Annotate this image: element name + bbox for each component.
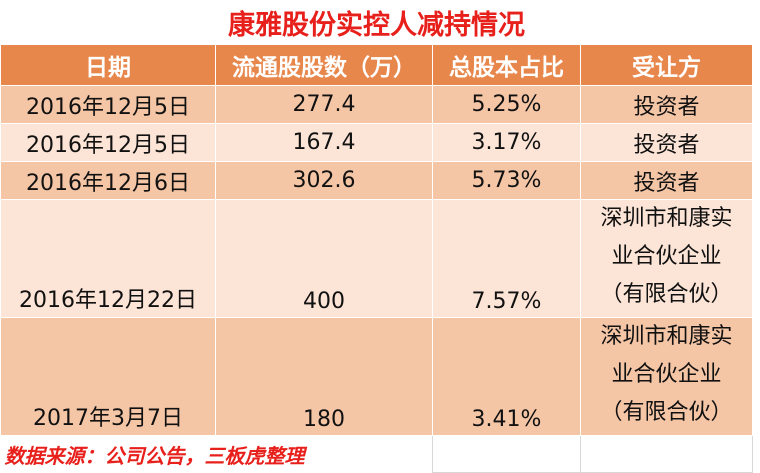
table-cell: 5.25%	[432, 85, 581, 124]
source-note: 数据来源：公司公告，三板虎整理	[4, 443, 305, 468]
table-cell: 3.17%	[432, 123, 581, 162]
data-row: 2016年12月5日 167.4 3.17% 投资者	[0, 123, 753, 162]
cell-text: 深圳市和康实业合伙企业（有限合伙）	[600, 324, 733, 425]
data-row: 2017年3月7日 180 3.41% 深圳市和康实业合伙企业（有限合伙）	[0, 317, 753, 436]
header-cell: 日期	[0, 44, 216, 86]
table-cell: 2016年12月6日	[0, 161, 216, 200]
table-cell: 3.41%	[432, 317, 581, 436]
table-title: 康雅股份实控人减持情况	[228, 9, 525, 41]
table-cell: 5.73%	[432, 161, 581, 200]
table-cell: 投资者	[580, 161, 753, 200]
header-cell: 总股本占比	[432, 44, 581, 86]
table-cell: 投资者	[580, 85, 753, 124]
footer-row: 数据来源：公司公告，三板虎整理	[1, 435, 753, 473]
table-cell: 167.4	[215, 123, 433, 162]
table-cell: 180	[215, 317, 433, 436]
empty-cell	[580, 435, 753, 473]
table-cell: 400	[215, 199, 433, 318]
table-cell: 2016年12月5日	[0, 85, 216, 124]
data-row: 2016年12月6日 302.6 5.73% 投资者	[0, 161, 753, 200]
header-row: 日期 流通股股数（万） 总股本占比 受让方	[0, 44, 753, 86]
table-cell: 深圳市和康实业合伙企业（有限合伙）	[580, 317, 753, 436]
data-row: 2016年12月5日 277.4 5.25% 投资者	[0, 85, 753, 124]
table-cell: 深圳市和康实业合伙企业（有限合伙）	[580, 199, 753, 318]
data-row: 2016年12月22日 400 7.57% 深圳市和康实业合伙企业（有限合伙）	[0, 199, 753, 318]
table-cell: 2017年3月7日	[0, 317, 216, 436]
title-row: 康雅股份实控人减持情况	[1, 0, 753, 45]
table-cell: 投资者	[580, 123, 753, 162]
table-cell: 302.6	[215, 161, 433, 200]
table-cell: 2016年12月5日	[0, 123, 216, 162]
empty-cell	[432, 435, 581, 473]
table-cell: 7.57%	[432, 199, 581, 318]
header-cell: 流通股股数（万）	[215, 44, 433, 86]
table-cell: 277.4	[215, 85, 433, 124]
table-cell: 2016年12月22日	[0, 199, 216, 318]
cell-text: 深圳市和康实业合伙企业（有限合伙）	[600, 206, 733, 307]
header-cell: 受让方	[580, 44, 753, 86]
